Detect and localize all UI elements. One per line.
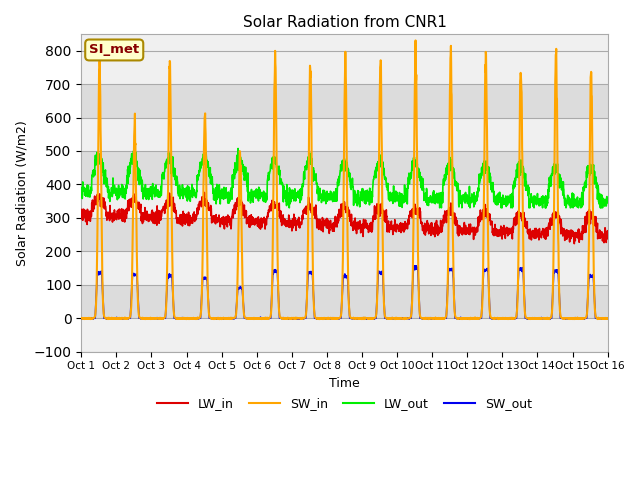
Y-axis label: Solar Radiation (W/m2): Solar Radiation (W/m2) [15,120,28,265]
SW_in [371,315,379,321]
Bar [81,251,608,285]
SW_in [572,315,580,321]
LW_out [225,189,232,195]
LW_out [498,195,506,201]
Bar [81,151,608,184]
SW_in [604,315,612,321]
SW_in [558,315,566,321]
LW_out [360,192,368,198]
Bar [81,285,608,318]
SW_out [558,315,566,321]
Line: LW_out: LW_out [81,148,608,208]
SW_out [412,263,420,269]
LW_in [497,227,505,233]
Legend: LW_in, SW_in, LW_out, SW_out: LW_in, SW_in, LW_out, SW_out [152,392,538,415]
Line: SW_in: SW_in [81,40,608,319]
LW_out [572,196,580,202]
SW_out [83,316,91,322]
Bar [81,51,608,84]
SW_out [77,316,85,322]
LW_out [77,191,85,196]
Bar [81,218,608,251]
SW_out [225,316,232,322]
Bar [81,118,608,151]
Line: SW_out: SW_out [81,266,608,319]
SW_out [498,315,506,321]
SW_in [77,315,85,321]
Line: LW_in: LW_in [81,192,608,244]
SW_out [360,315,367,321]
LW_out [558,187,566,192]
LW_in [604,228,612,234]
LW_in [371,209,379,215]
SW_out [604,316,612,322]
LW_in [360,216,367,222]
LW_in [200,190,208,195]
Text: SI_met: SI_met [89,44,140,57]
SW_in [141,316,149,322]
SW_out [371,315,379,321]
SW_in [360,315,367,321]
SW_in [498,316,506,322]
SW_in [412,37,419,43]
LW_out [604,200,612,205]
X-axis label: Time: Time [329,377,360,390]
LW_out [371,168,379,174]
Bar [81,84,608,118]
LW_out [131,145,138,151]
Title: Solar Radiation from CNR1: Solar Radiation from CNR1 [243,15,447,30]
LW_in [225,214,232,219]
Bar [81,184,608,218]
LW_in [570,241,578,247]
LW_in [572,233,580,239]
Bar [81,318,608,351]
SW_out [572,315,580,321]
LW_in [77,216,85,222]
SW_in [225,315,232,321]
LW_in [557,222,565,228]
LW_out [285,205,293,211]
